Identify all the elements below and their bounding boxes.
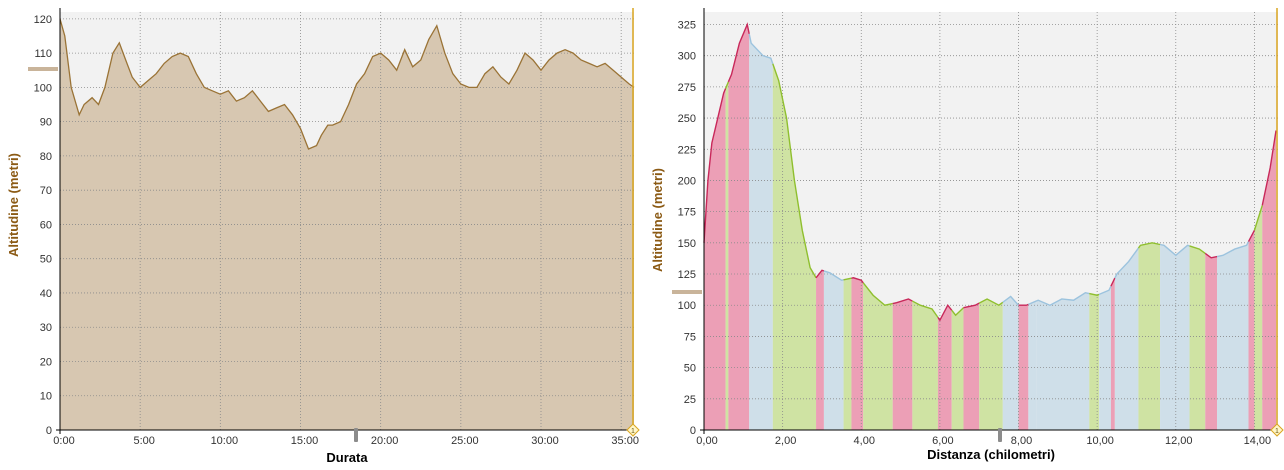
scroll-handle[interactable] — [354, 428, 358, 442]
altitude-line-segment — [1002, 295, 1020, 306]
x-tick-label: 0,00 — [696, 435, 717, 447]
y-tick-label: 50 — [40, 254, 52, 266]
y-tick-label: 225 — [678, 144, 696, 156]
x-axis-title: Durata — [326, 450, 368, 465]
x-tick-label: 4,00 — [854, 435, 875, 447]
altitude-line-segment — [1247, 230, 1256, 242]
altitude-line-segment — [912, 300, 939, 318]
altitude-line-segment — [937, 303, 953, 322]
cursor-marker-label: 1 — [631, 428, 635, 435]
y-tick-label: 30 — [40, 322, 52, 334]
x-tick-label: 6,00 — [932, 435, 953, 447]
x-tick-label: 2,00 — [775, 435, 796, 447]
altitude-line-segment — [772, 63, 817, 279]
altitude-line-segment — [851, 277, 864, 284]
x-tick-label: 20:00 — [371, 435, 399, 447]
zone-band — [1254, 24, 1263, 430]
y-tick-label: 25 — [684, 394, 696, 406]
y-tick-label: 150 — [678, 238, 696, 250]
y-tick-label: 250 — [678, 113, 696, 125]
altitude-line-segment — [1216, 241, 1250, 258]
altitude-line-segment — [978, 298, 1004, 307]
x-tick-label: 5:00 — [133, 435, 154, 447]
y-tick-label: 100 — [678, 300, 696, 312]
x-tick-label: 35:00 — [611, 435, 639, 447]
cursor-marker[interactable] — [1270, 423, 1284, 437]
altitude-line-segment — [862, 282, 893, 306]
y-tick-label: 275 — [678, 82, 696, 94]
altitude-line-segment — [748, 33, 774, 65]
y-tick-label: 0 — [46, 425, 52, 437]
y-tick-label: 120 — [34, 14, 52, 26]
y-tick-label: 70 — [40, 185, 52, 197]
altitude-line — [59, 18, 635, 150]
x-tick-label: 0:00 — [53, 435, 74, 447]
x-axis-title: Distanza (chilometri) — [927, 447, 1055, 462]
x-tick-label: 15:00 — [291, 435, 319, 447]
y-tick-label: 20 — [40, 356, 52, 368]
altitude-line-segment — [1253, 205, 1263, 231]
altitude-line-segment — [1089, 292, 1100, 296]
y-tick-label: 175 — [678, 207, 696, 219]
elevation-by-distance-chart: 0 25 50 75 100 125 150 175 200 225 250 275 300 325 0,0… — [650, 8, 1284, 462]
altitude-line-segment — [1137, 242, 1161, 249]
start-level-marker — [672, 290, 702, 294]
x-tick-label: 25:00 — [451, 435, 479, 447]
altitude-line-segment — [1028, 300, 1037, 306]
y-axis-title: Altitudine (metri) — [6, 153, 21, 257]
altitude-line-segment — [1035, 292, 1090, 306]
y-tick-label: 60 — [40, 219, 52, 231]
zone-band — [749, 24, 773, 430]
y-axis-title: Altitudine (metri) — [650, 168, 665, 272]
altitude-line-segment — [1018, 303, 1029, 306]
zone-band — [725, 24, 729, 430]
y-tick-label: 10 — [40, 391, 52, 403]
altitude-line-segment — [1204, 252, 1218, 259]
y-tick-label: 325 — [678, 19, 696, 31]
y-tick-label: 200 — [678, 175, 696, 187]
y-tick-label: 100 — [34, 82, 52, 94]
altitude-line-segment — [815, 269, 825, 279]
scroll-handle[interactable] — [998, 428, 1002, 442]
altitude-line-segment — [1110, 277, 1116, 287]
altitude-line-segment — [703, 88, 727, 243]
x-tick-label: 8,00 — [1011, 435, 1032, 447]
altitude-line-segment — [727, 22, 750, 83]
cursor-marker-label: 1 — [1275, 428, 1279, 435]
altitude-line-segment — [843, 277, 852, 281]
y-tick-label: 300 — [678, 51, 696, 63]
altitude-line-segment — [823, 270, 844, 282]
y-tick-label: 40 — [40, 288, 52, 300]
altitude-line-segment — [1114, 247, 1139, 279]
y-tick-label: 50 — [684, 363, 696, 375]
altitude-line-segment — [1189, 245, 1206, 255]
altitude-line-segment — [892, 298, 913, 305]
x-tick-label: 10:00 — [211, 435, 239, 447]
altitude-area — [60, 18, 634, 431]
altitude-line-segment — [1098, 285, 1112, 296]
altitude-line-segment — [1159, 243, 1190, 257]
altitude-line — [703, 22, 1277, 322]
y-tick-label: 90 — [40, 117, 52, 129]
x-tick-label: 12,00 — [1165, 435, 1193, 447]
y-tick-label: 80 — [40, 151, 52, 163]
altitude-line-segment — [1261, 130, 1277, 206]
x-tick-label: 30:00 — [531, 435, 559, 447]
cursor-marker[interactable] — [626, 423, 640, 437]
start-level-marker — [28, 67, 58, 71]
altitude-line-segment — [951, 307, 964, 317]
y-tick-label: 75 — [684, 331, 696, 343]
zone-band — [728, 24, 750, 430]
x-tick-label: 10,00 — [1086, 435, 1114, 447]
altitude-line-segment — [963, 302, 980, 309]
elevation-by-duration-chart: 0 10 20 30 40 50 60 70 80 90 100 110 120 0:00 5:00 10:0… — [6, 8, 640, 465]
y-tick-label: 0 — [690, 425, 696, 437]
y-tick-label: 125 — [678, 269, 696, 281]
altitude-line-segment — [724, 81, 730, 89]
x-tick-label: 14,00 — [1244, 435, 1272, 447]
y-tick-label: 110 — [34, 48, 52, 60]
